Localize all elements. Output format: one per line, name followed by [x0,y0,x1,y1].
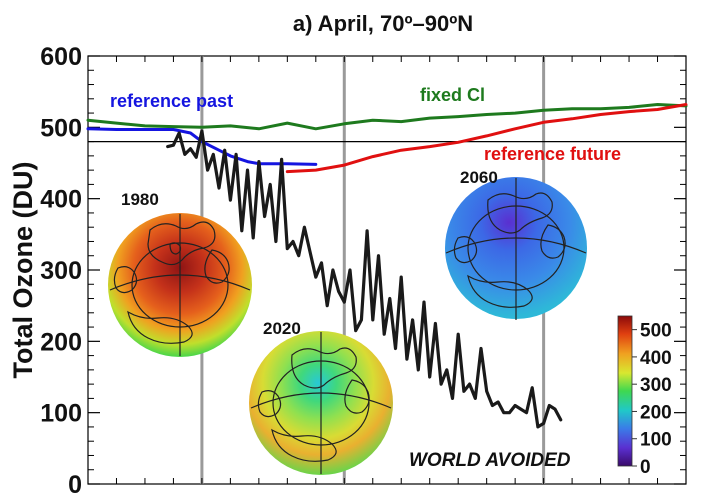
colorbar-tick-label: 100 [640,430,672,451]
series-line-reference-past [86,127,318,166]
axis-ticks: 0 100 200 300 400 500 600 [40,43,687,499]
colorbar-ticks: 0 100 200 300 400 500 [632,321,672,478]
legend-reference-past: reference past [110,91,233,111]
y-axis-label: Total Ozone (DU) [8,162,38,379]
globe-2020 [249,331,393,475]
series-line-reference-future [285,103,688,174]
colorbar-tick-label: 0 [640,457,651,478]
colorbar-scale [617,315,633,467]
series-line-observed-world-avoided [166,129,563,429]
colorbar-tick-label: 200 [640,402,672,423]
chart-title: a) April, 70º–90ºN [293,11,473,36]
series-line-fixed-cl [86,103,688,131]
y-tick-label: 300 [40,257,82,285]
globe-1980 [108,213,252,357]
y-tick-label: 100 [40,400,82,428]
y-tick-label: 200 [40,328,82,356]
series-lines [86,103,688,429]
y-tick-label: 400 [40,186,82,214]
colorbar: 0 100 200 300 400 500 [617,315,672,478]
globe-2060 [445,177,587,320]
y-tick-label: 500 [40,114,82,142]
colorbar-tick-label: 300 [640,375,672,396]
colorbar-tick-label: 400 [640,348,672,369]
inset-label-2060: 2060 [460,168,498,187]
legend-reference-future: reference future [484,144,621,164]
inset-label-1980: 1980 [121,190,159,209]
inset-label-2020: 2020 [263,319,301,338]
world-avoided-annotation: WORLD AVOIDED [409,450,571,471]
y-tick-label: 0 [68,471,82,499]
legend-fixed-cl: fixed Cl [420,85,485,105]
colorbar-tick-label: 500 [640,321,672,342]
y-tick-label: 600 [40,43,82,71]
